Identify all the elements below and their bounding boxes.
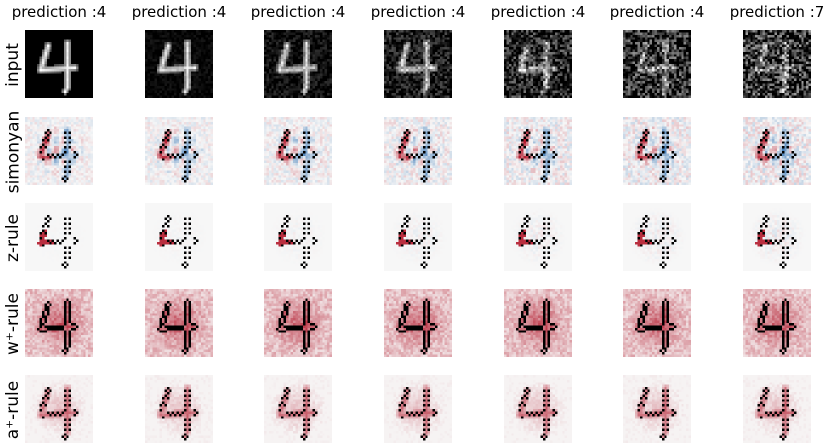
heatmap-tile-r5-c2 — [145, 375, 213, 443]
heatmap-tile-r2-c1 — [25, 117, 93, 185]
row-label-text: a⁺-rule — [3, 380, 24, 440]
heatmap-tile-r2-c4 — [384, 117, 452, 185]
row-label-3: z-rule — [0, 203, 26, 273]
heatmap-tile-r3-c7 — [743, 203, 811, 271]
heatmap-tile-r4-c3 — [264, 289, 332, 357]
column-title-7: prediction :7 — [729, 3, 825, 21]
heatmap-tile-r1-c7 — [743, 30, 811, 98]
heatmap-tile-r4-c7 — [743, 289, 811, 357]
column-title-3: prediction :4 — [250, 3, 346, 21]
column-title-2: prediction :4 — [131, 3, 227, 21]
heatmap-tile-r1-c3 — [264, 30, 332, 98]
heatmap-tile-r2-c6 — [623, 117, 691, 185]
heatmap-tile-r5-c3 — [264, 375, 332, 443]
heatmap-tile-r1-c1 — [25, 30, 93, 98]
heatmap-tile-r5-c5 — [504, 375, 572, 443]
column-title-6: prediction :4 — [609, 3, 705, 21]
heatmap-tile-r5-c7 — [743, 375, 811, 443]
heatmap-tile-r3-c5 — [504, 203, 572, 271]
heatmap-tile-r3-c2 — [145, 203, 213, 271]
heatmap-tile-r4-c4 — [384, 289, 452, 357]
heatmap-tile-r4-c1 — [25, 289, 93, 357]
heatmap-tile-r3-c1 — [25, 203, 93, 271]
heatmap-tile-r2-c5 — [504, 117, 572, 185]
row-label-text: z-rule — [3, 213, 24, 263]
heatmap-tile-r1-c2 — [145, 30, 213, 98]
heatmap-tile-r2-c3 — [264, 117, 332, 185]
heatmap-tile-r4-c5 — [504, 289, 572, 357]
heatmap-tile-r3-c3 — [264, 203, 332, 271]
heatmap-tile-r4-c6 — [623, 289, 691, 357]
heatmap-tile-r3-c4 — [384, 203, 452, 271]
heatmap-tile-r2-c2 — [145, 117, 213, 185]
heatmap-tile-r5-c6 — [623, 375, 691, 443]
row-label-text: simonyan — [3, 110, 24, 194]
heatmap-tile-r4-c2 — [145, 289, 213, 357]
column-title-5: prediction :4 — [490, 3, 586, 21]
heatmap-tile-r1-c5 — [504, 30, 572, 98]
row-label-2: simonyan — [0, 111, 26, 194]
heatmap-tile-r5-c4 — [384, 375, 452, 443]
heatmap-tile-r1-c4 — [384, 30, 452, 98]
row-label-1: input — [0, 30, 26, 100]
row-label-5: a⁺-rule — [0, 375, 26, 445]
heatmap-tile-r3-c6 — [623, 203, 691, 271]
row-label-text: w⁺-rule — [3, 293, 23, 355]
column-title-1: prediction :4 — [11, 3, 107, 21]
heatmap-tile-r5-c1 — [25, 375, 93, 443]
row-label-text: input — [3, 43, 24, 87]
column-title-4: prediction :4 — [370, 3, 466, 21]
heatmap-tile-r1-c6 — [623, 30, 691, 98]
heatmap-tile-r2-c7 — [743, 117, 811, 185]
row-label-4: w⁺-rule — [0, 289, 26, 359]
